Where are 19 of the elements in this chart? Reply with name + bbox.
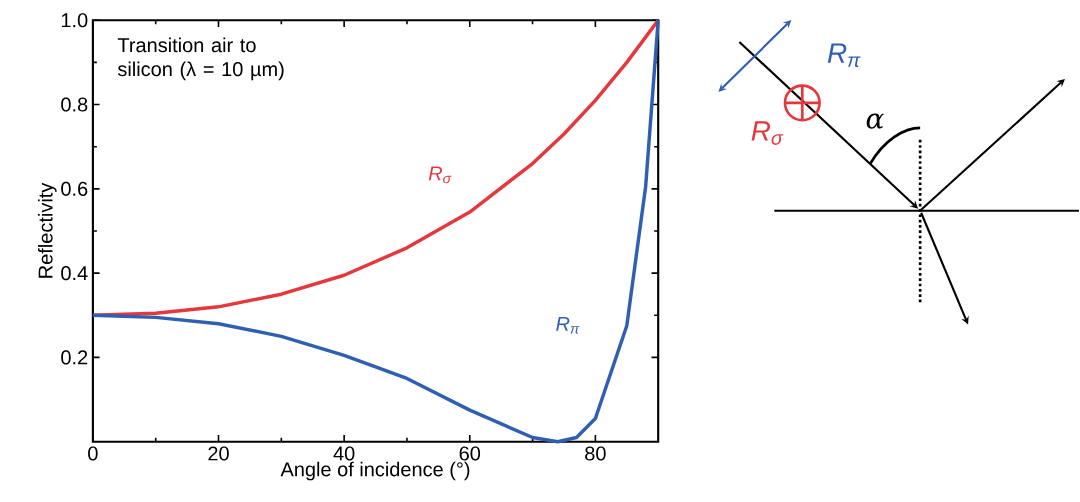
- x-tick-label: 40: [333, 446, 355, 461]
- text: R$_{π}$: [556, 317, 580, 334]
- x-axis-title: Angle of incidence (°): [280, 461, 470, 481]
- x-tick-label: 60: [459, 446, 481, 461]
- y-tick-label: 1.0: [61, 13, 88, 28]
- text: R$_{π}$: [827, 43, 861, 68]
- y-axis-title: Reflectivity: [37, 182, 57, 278]
- series-label: R$_{σ}$: [428, 166, 452, 184]
- text: R$_{σ}$: [751, 121, 784, 146]
- y-tick-label: 0.2: [61, 350, 88, 365]
- annotation: Transition air to silicon (λ = 10 µm): [117, 37, 284, 81]
- x-tick-label: 20: [208, 446, 229, 461]
- y-tick-label: 0.4: [61, 266, 88, 281]
- y-tick-label: 0.6: [61, 181, 88, 197]
- x-tick-label: 80: [585, 446, 606, 461]
- text: α: [866, 113, 884, 129]
- line-series: [91, 18, 660, 444]
- y-tick-label: 0.8: [61, 97, 88, 112]
- x-tick-label: 0: [88, 446, 98, 461]
